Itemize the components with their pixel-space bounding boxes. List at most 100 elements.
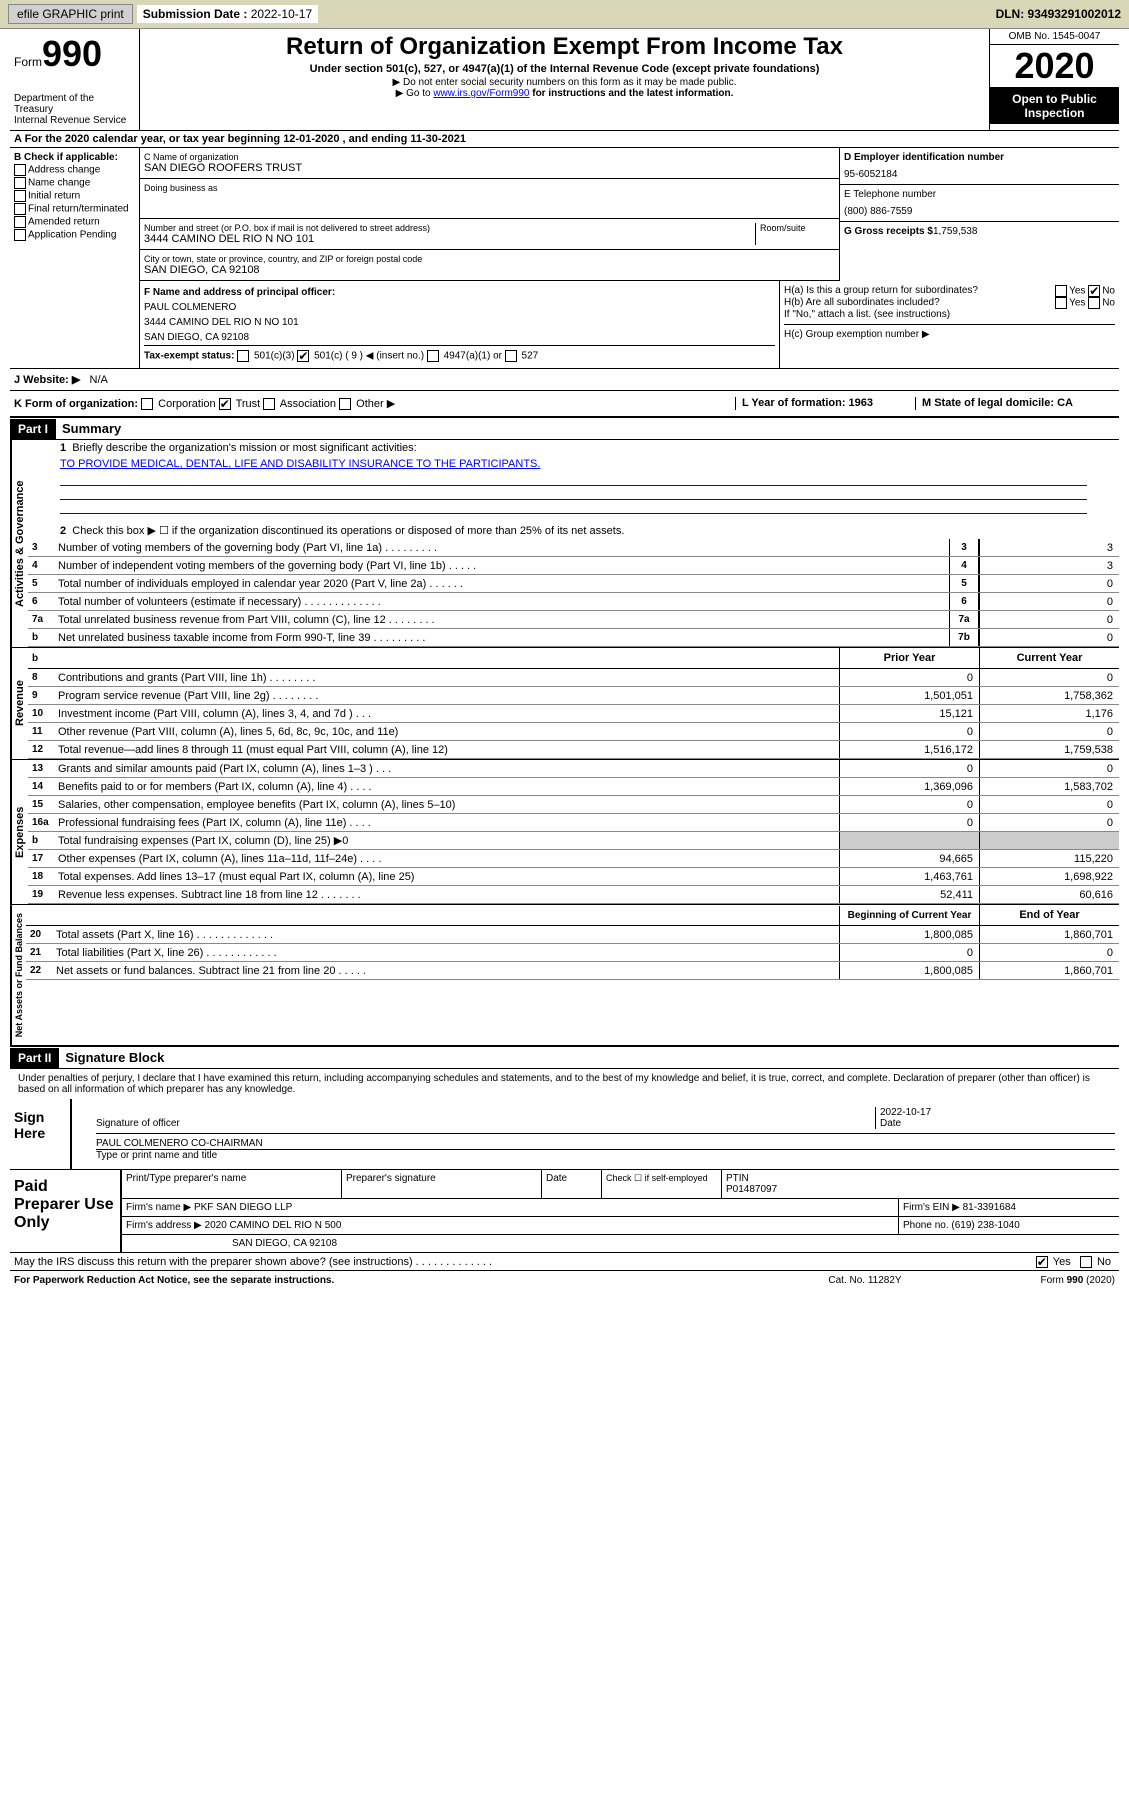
ptin-label: PTIN bbox=[726, 1173, 1115, 1184]
table-row: 15Salaries, other compensation, employee… bbox=[28, 796, 1119, 814]
table-row: 5Total number of individuals employed in… bbox=[28, 575, 1119, 593]
table-row: 7aTotal unrelated business revenue from … bbox=[28, 611, 1119, 629]
table-row: 12Total revenue—add lines 8 through 11 (… bbox=[28, 741, 1119, 759]
hb-label: H(b) Are all subordinates included? bbox=[784, 297, 940, 309]
row-k-l-m: K Form of organization: Corporation Trus… bbox=[10, 391, 1119, 417]
dln: DLN: 93493291002012 bbox=[996, 7, 1121, 21]
ptin-value: P01487097 bbox=[726, 1184, 1115, 1195]
tax-exempt-label: Tax-exempt status: bbox=[144, 351, 234, 362]
part1-title: Summary bbox=[56, 418, 127, 439]
box-c: C Name of organization SAN DIEGO ROOFERS… bbox=[140, 148, 839, 281]
footer: For Paperwork Reduction Act Notice, see … bbox=[10, 1271, 1119, 1290]
table-row: 4Number of independent voting members of… bbox=[28, 557, 1119, 575]
cb-amended-return[interactable]: Amended return bbox=[28, 217, 100, 228]
cb-4947[interactable]: 4947(a)(1) or bbox=[444, 351, 502, 362]
efile-button[interactable]: efile GRAPHIC print bbox=[8, 4, 133, 24]
form-note-ssn: ▶ Do not enter social security numbers o… bbox=[144, 77, 985, 88]
cb-501c3[interactable]: 501(c)(3) bbox=[254, 351, 295, 362]
discuss-text: May the IRS discuss this return with the… bbox=[10, 1254, 949, 1270]
prep-selfemp: Check ☐ if self-employed bbox=[602, 1170, 722, 1198]
form-title: Return of Organization Exempt From Incom… bbox=[144, 33, 985, 61]
footer-catno: Cat. No. 11282Y bbox=[765, 1275, 965, 1286]
firm-name-value: PKF SAN DIEGO LLP bbox=[194, 1202, 292, 1213]
org-name: SAN DIEGO ROOFERS TRUST bbox=[144, 162, 835, 174]
irs-link[interactable]: www.irs.gov/Form990 bbox=[433, 88, 529, 99]
section-expenses: Expenses 13Grants and similar amounts pa… bbox=[10, 760, 1119, 905]
table-row: 10Investment income (Part VIII, column (… bbox=[28, 705, 1119, 723]
box-d-through-g: D Employer identification number 95-6052… bbox=[839, 148, 1119, 281]
officer-print-name: PAUL COLMENERO CO-CHAIRMAN bbox=[96, 1138, 1115, 1149]
cb-initial-return[interactable]: Initial return bbox=[28, 191, 80, 202]
cb-other[interactable]: Other ▶ bbox=[356, 398, 395, 410]
officer-addr2: SAN DIEGO, CA 92108 bbox=[144, 330, 775, 345]
sign-here-label: Sign Here bbox=[10, 1099, 70, 1169]
mission-text[interactable]: TO PROVIDE MEDICAL, DENTAL, LIFE AND DIS… bbox=[60, 458, 540, 470]
cb-name-change[interactable]: Name change bbox=[28, 178, 90, 189]
col-end-year: End of Year bbox=[979, 905, 1119, 925]
vert-expenses: Expenses bbox=[10, 760, 28, 904]
vert-revenue: Revenue bbox=[10, 648, 28, 759]
discuss-yes[interactable]: Yes bbox=[1053, 1256, 1071, 1268]
section-b-through-g: B Check if applicable: Address change Na… bbox=[10, 148, 1119, 281]
submission-date-label: Submission Date : 2022-10-17 bbox=[137, 5, 318, 23]
form-label: Form bbox=[14, 55, 42, 69]
firm-phone-label: Phone no. bbox=[903, 1220, 949, 1231]
cb-501c[interactable]: 501(c) ( 9 ) ◀ (insert no.) bbox=[314, 351, 424, 362]
dba-label: Doing business as bbox=[144, 183, 835, 193]
cb-association[interactable]: Association bbox=[280, 398, 336, 410]
prep-name-label: Print/Type preparer's name bbox=[122, 1170, 342, 1198]
section-revenue: Revenue b Prior Year Current Year 8Contr… bbox=[10, 648, 1119, 760]
officer-addr1: 3444 CAMINO DEL RIO N NO 101 bbox=[144, 315, 775, 330]
public-inspection: Open to Public Inspection bbox=[990, 88, 1119, 124]
org-name-label: C Name of organization bbox=[144, 152, 835, 162]
discuss-no[interactable]: No bbox=[1097, 1256, 1111, 1268]
table-row: 20Total assets (Part X, line 16) . . . .… bbox=[26, 926, 1119, 944]
table-row: bNet unrelated business taxable income f… bbox=[28, 629, 1119, 647]
gross-receipts-label: G Gross receipts $ bbox=[844, 226, 933, 237]
prep-sig-label: Preparer's signature bbox=[342, 1170, 542, 1198]
sig-date: 2022-10-17 bbox=[880, 1107, 1115, 1118]
vert-net-assets: Net Assets or Fund Balances bbox=[10, 905, 26, 1045]
sig-officer-label: Signature of officer bbox=[96, 1118, 875, 1129]
cb-trust[interactable]: Trust bbox=[236, 398, 261, 410]
form-subtitle-1: Under section 501(c), 527, or 4947(a)(1)… bbox=[144, 63, 985, 75]
hb-note: If "No," attach a list. (see instruction… bbox=[784, 309, 1115, 320]
city-value: SAN DIEGO, CA 92108 bbox=[144, 264, 835, 276]
ein-label: D Employer identification number bbox=[844, 152, 1115, 163]
part2-title: Signature Block bbox=[59, 1047, 170, 1068]
sig-date-label: Date bbox=[880, 1118, 1115, 1129]
year-formation: L Year of formation: 1963 bbox=[735, 397, 915, 410]
cb-final-return[interactable]: Final return/terminated bbox=[28, 204, 129, 215]
prep-date-label: Date bbox=[542, 1170, 602, 1198]
vert-governance: Activities & Governance bbox=[10, 440, 28, 647]
table-row: 3Number of voting members of the governi… bbox=[28, 539, 1119, 557]
firm-ein-value: 81-3391684 bbox=[963, 1202, 1016, 1213]
state-domicile: M State of legal domicile: CA bbox=[915, 397, 1115, 410]
firm-city: SAN DIEGO, CA 92108 bbox=[122, 1235, 1119, 1252]
section-net-assets: Net Assets or Fund Balances Beginning of… bbox=[10, 905, 1119, 1046]
col-begin-year: Beginning of Current Year bbox=[839, 906, 979, 925]
addr-label: Number and street (or P.O. box if mail i… bbox=[144, 223, 755, 233]
cb-527[interactable]: 527 bbox=[522, 351, 539, 362]
hc-label: H(c) Group exemption number ▶ bbox=[784, 324, 1115, 340]
gross-receipts-value: 1,759,538 bbox=[933, 226, 978, 237]
form-note-link: ▶ Go to www.irs.gov/Form990 for instruct… bbox=[144, 88, 985, 99]
table-row: 16aProfessional fundraising fees (Part I… bbox=[28, 814, 1119, 832]
form-header: Form990 Department of the Treasury Inter… bbox=[10, 29, 1119, 131]
top-bar: efile GRAPHIC print Submission Date : 20… bbox=[0, 0, 1129, 29]
table-row: 9Program service revenue (Part VIII, lin… bbox=[28, 687, 1119, 705]
part1-header: Part I bbox=[10, 419, 56, 439]
form-number: 990 bbox=[42, 33, 102, 74]
table-row: bTotal fundraising expenses (Part IX, co… bbox=[28, 832, 1119, 850]
part2-header: Part II bbox=[10, 1048, 59, 1068]
tax-year-line: A For the 2020 calendar year, or tax yea… bbox=[10, 131, 1119, 148]
table-row: 11Other revenue (Part VIII, column (A), … bbox=[28, 723, 1119, 741]
tax-year: 2020 bbox=[990, 45, 1119, 88]
cb-application-pending[interactable]: Application Pending bbox=[28, 230, 116, 241]
dept-treasury: Department of the Treasury bbox=[14, 93, 135, 115]
ein-value: 95-6052184 bbox=[844, 169, 1115, 180]
table-row: 22Net assets or fund balances. Subtract … bbox=[26, 962, 1119, 980]
table-row: 8Contributions and grants (Part VIII, li… bbox=[28, 669, 1119, 687]
cb-corporation[interactable]: Corporation bbox=[158, 398, 215, 410]
cb-address-change[interactable]: Address change bbox=[28, 165, 100, 176]
